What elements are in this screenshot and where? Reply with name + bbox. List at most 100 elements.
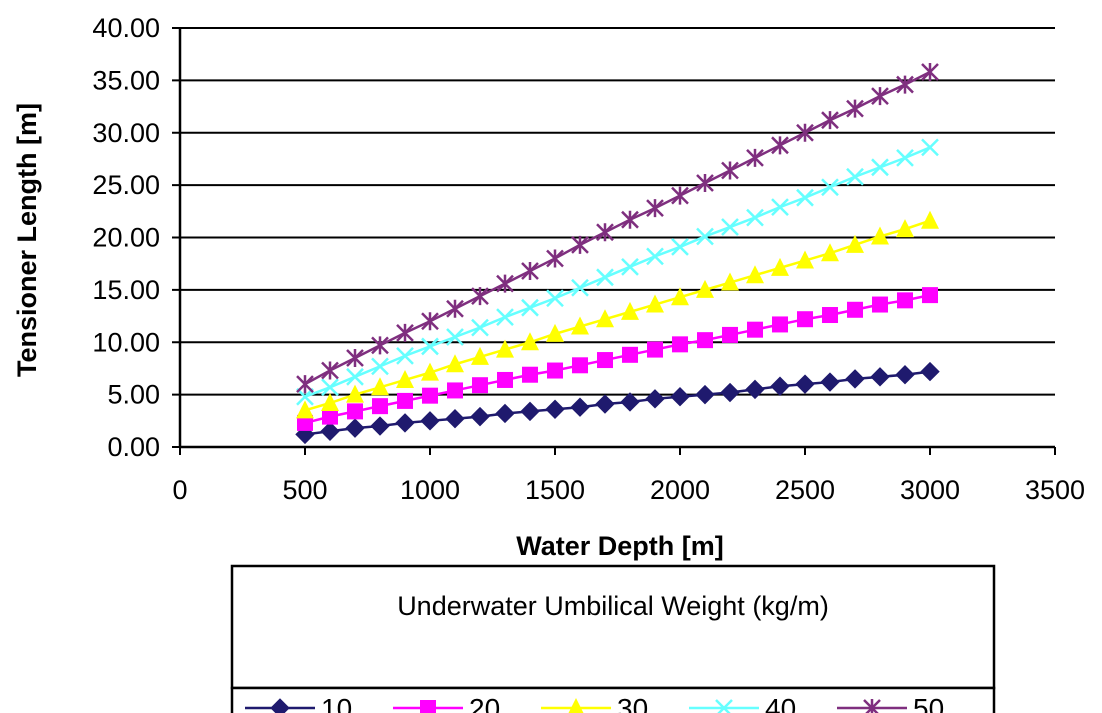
data-point xyxy=(547,362,563,379)
data-point xyxy=(397,392,413,409)
data-point xyxy=(921,62,939,81)
data-point xyxy=(820,372,840,392)
data-point xyxy=(496,308,514,326)
data-point xyxy=(846,99,864,118)
data-point xyxy=(645,389,665,409)
y-tick-label: 20.00 xyxy=(92,223,160,253)
legend-entry-40: 40 xyxy=(689,693,796,713)
data-point xyxy=(296,400,314,419)
data-point xyxy=(746,148,764,167)
legend-marker xyxy=(420,700,436,713)
data-point xyxy=(496,274,514,293)
data-point xyxy=(696,227,714,246)
data-point xyxy=(921,138,939,157)
x-tick-label: 1000 xyxy=(400,475,460,505)
data-point xyxy=(871,87,889,106)
data-point xyxy=(321,361,339,380)
data-point xyxy=(796,123,814,142)
data-point xyxy=(395,413,415,433)
series-20 xyxy=(297,287,938,431)
data-point xyxy=(495,403,515,424)
data-point xyxy=(921,210,939,229)
data-point xyxy=(545,399,565,419)
data-point xyxy=(496,339,514,358)
data-point xyxy=(546,323,564,342)
data-point xyxy=(696,174,714,193)
data-point xyxy=(647,341,663,358)
data-point xyxy=(922,287,938,304)
data-point xyxy=(620,392,640,412)
data-point xyxy=(320,421,340,441)
data-point xyxy=(871,158,889,177)
data-point xyxy=(746,265,764,284)
data-point xyxy=(371,336,389,355)
legend-entry-50: 50 xyxy=(837,693,944,713)
data-point xyxy=(621,257,639,276)
data-point xyxy=(321,378,339,397)
data-point xyxy=(771,198,789,217)
data-point xyxy=(546,289,564,308)
data-point xyxy=(470,406,490,427)
legend-entry-20: 20 xyxy=(393,693,500,713)
legend-marker xyxy=(715,699,733,713)
data-point xyxy=(671,238,689,256)
data-point xyxy=(747,321,763,338)
data-point xyxy=(347,403,363,420)
data-point xyxy=(421,362,439,381)
data-point xyxy=(721,161,739,180)
legend-title: Underwater Umbilical Weight (kg/m) xyxy=(397,591,829,621)
data-point xyxy=(896,149,914,167)
data-point xyxy=(920,361,940,382)
data-point xyxy=(796,188,814,207)
data-point xyxy=(621,210,639,229)
data-point xyxy=(471,318,489,337)
data-point xyxy=(572,357,588,374)
x-tick-label: 0 xyxy=(172,475,187,505)
data-point xyxy=(370,416,390,436)
data-point xyxy=(372,398,388,415)
data-point xyxy=(446,354,464,373)
legend-entry-10: 10 xyxy=(245,693,352,713)
data-point xyxy=(646,294,664,313)
data-point xyxy=(872,296,888,313)
legend-label: 10 xyxy=(321,693,352,713)
data-point xyxy=(870,367,890,387)
data-point xyxy=(522,366,538,383)
x-axis-title: Water Depth [m] xyxy=(516,531,724,561)
series-10 xyxy=(295,361,940,445)
axes xyxy=(172,27,1056,455)
legend-marker xyxy=(863,699,881,713)
legend-title-box xyxy=(230,564,996,690)
data-point xyxy=(420,411,440,431)
data-point xyxy=(670,387,690,407)
data-point xyxy=(521,298,539,317)
data-point xyxy=(795,374,815,394)
legend: Underwater Umbilical Weight (kg/m) 10 20 3… xyxy=(230,564,996,713)
data-point xyxy=(846,234,864,253)
y-tick-label: 35.00 xyxy=(92,65,160,95)
legend-label: 20 xyxy=(469,693,500,713)
data-point xyxy=(846,167,864,186)
data-point xyxy=(296,375,314,394)
data-point xyxy=(596,223,614,242)
data-point xyxy=(371,357,389,376)
data-point xyxy=(595,394,615,414)
legend-entries: 10 20 30 40 50 xyxy=(245,693,944,713)
data-point xyxy=(772,316,788,333)
data-point xyxy=(771,136,789,155)
y-tick-labels: 0.00 5.00 10.00 15.00 20.00 25.00 30.00 35.00 40… xyxy=(92,13,160,462)
data-point xyxy=(570,397,590,417)
x-tick-label: 1500 xyxy=(525,475,585,505)
series-layer xyxy=(295,62,940,445)
y-axis-title: Tensioner Length [m] xyxy=(12,103,42,377)
x-tick-label: 3500 xyxy=(1025,475,1085,505)
data-point xyxy=(597,352,613,369)
data-point xyxy=(720,382,740,403)
data-point xyxy=(321,393,339,412)
data-point xyxy=(697,332,713,349)
legend-label: 40 xyxy=(765,693,796,713)
y-tick-label: 40.00 xyxy=(92,13,160,43)
data-point xyxy=(371,377,389,396)
legend-label: 50 xyxy=(913,693,944,713)
data-point xyxy=(446,328,464,346)
